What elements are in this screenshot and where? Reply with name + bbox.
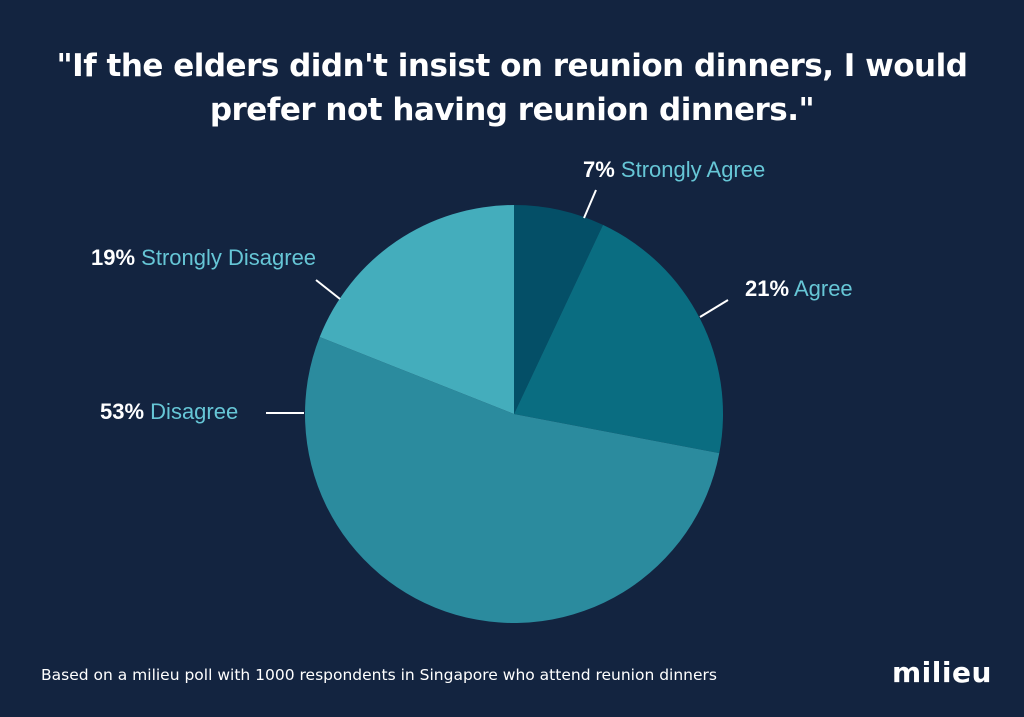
- slice-name-disagree: Disagree: [150, 399, 239, 424]
- slice-name-agree: Agree: [793, 276, 853, 301]
- pie-slice-disagree: [305, 337, 720, 624]
- pie-slice-strongly-disagree: [319, 204, 514, 414]
- slice-name-strongly-disagree: Strongly Disagree: [141, 245, 317, 270]
- leader-lines: [266, 189, 729, 414]
- pie-slices: [305, 204, 724, 624]
- footnote: Based on a milieu poll with 1000 respond…: [41, 666, 717, 684]
- slice-label-disagree: 53% Disagree: [100, 399, 238, 425]
- leader-line-agree: [699, 299, 729, 318]
- slice-label-agree: 21% Agree: [745, 276, 853, 302]
- leader-line-strongly-disagree: [315, 279, 341, 300]
- slice-label-strongly-agree: 7% Strongly Agree: [583, 157, 765, 183]
- pie-slice-agree: [514, 224, 724, 454]
- slice-pct-strongly-agree: 7%: [583, 157, 615, 182]
- chart-title-line-1: "If the elders didn't insist on reunion …: [56, 48, 968, 84]
- slice-name-strongly-agree: Strongly Agree: [620, 157, 766, 182]
- slice-pct-disagree: 53%: [100, 399, 145, 424]
- slice-label-strongly-disagree: 19% Strongly Disagree: [91, 245, 316, 271]
- leader-line-strongly-agree: [583, 189, 597, 219]
- slice-pct-agree: 21%: [745, 276, 790, 301]
- chart-title-line-2: prefer not having reunion dinners.": [209, 92, 815, 128]
- slice-pct-strongly-disagree: 19%: [91, 245, 136, 270]
- chart-title: "If the elders didn't insist on reunion …: [0, 44, 1024, 132]
- pie-slice-strongly-agree: [514, 205, 603, 414]
- milieu-logo: milieu: [892, 656, 992, 689]
